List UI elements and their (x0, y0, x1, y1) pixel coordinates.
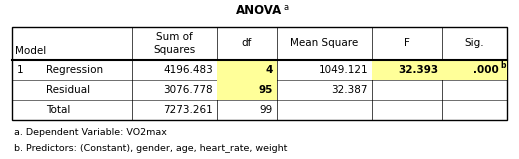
Text: F: F (404, 38, 410, 48)
Bar (442, 60, 507, 80)
Bar (12, 27, 507, 120)
Text: 1049.121: 1049.121 (318, 65, 368, 75)
Text: 3076.778: 3076.778 (163, 85, 213, 95)
Text: Residual: Residual (46, 85, 90, 95)
Text: Model: Model (15, 46, 46, 56)
Text: Regression: Regression (46, 65, 103, 75)
Text: a: a (284, 3, 289, 13)
Text: 32.387: 32.387 (332, 85, 368, 95)
Text: Total: Total (46, 105, 71, 115)
Text: 7273.261: 7273.261 (163, 105, 213, 115)
Text: 95: 95 (258, 85, 273, 95)
Bar (217, 80, 277, 100)
Text: a. Dependent Variable: VO2max: a. Dependent Variable: VO2max (14, 128, 167, 137)
Text: df: df (242, 38, 252, 48)
Text: 4: 4 (266, 65, 273, 75)
Text: 4196.483: 4196.483 (163, 65, 213, 75)
Text: Sig.: Sig. (465, 38, 484, 48)
Text: .000: .000 (473, 65, 499, 75)
Text: 32.393: 32.393 (398, 65, 438, 75)
Text: ANOVA: ANOVA (236, 4, 283, 17)
Text: 99: 99 (260, 105, 273, 115)
Text: Mean Square: Mean Square (290, 38, 359, 48)
Text: 1: 1 (17, 65, 24, 75)
Text: b: b (500, 61, 506, 69)
Text: Sum of
Squares: Sum of Squares (154, 32, 196, 55)
Bar (217, 60, 277, 80)
Bar (372, 60, 442, 80)
Text: b. Predictors: (Constant), gender, age, heart_rate, weight: b. Predictors: (Constant), gender, age, … (14, 144, 288, 153)
